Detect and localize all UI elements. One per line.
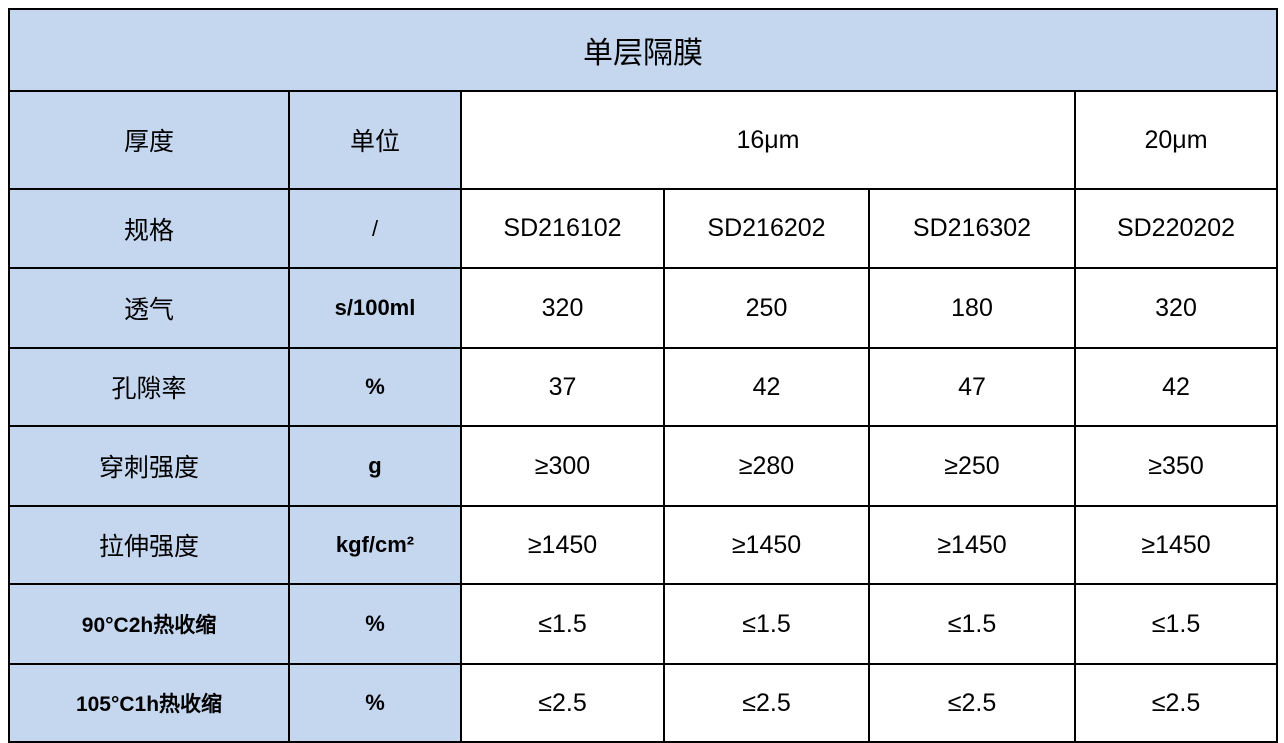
- thickness-group-16um: 16μm: [460, 90, 1076, 190]
- table-title-row: 单层隔膜: [7, 8, 1279, 92]
- cell-spec-c2: SD216202: [663, 188, 870, 269]
- row-label-shrinkage-90c-2h: 90°C2h热收缩: [8, 583, 290, 665]
- row-unit-porosity: %: [288, 347, 462, 427]
- row-unit-tensile-strength: kgf/cm²: [288, 505, 462, 585]
- cell-spec-c3: SD216302: [868, 188, 1076, 269]
- cell-puncture-strength-c2: ≥280: [663, 425, 870, 507]
- cell-shrinkage-105c-1h-c4: ≤2.5: [1073, 663, 1279, 743]
- row-unit-puncture-strength: g: [288, 425, 462, 507]
- cell-puncture-strength-c1: ≥300: [460, 425, 665, 507]
- cell-tensile-strength-c4: ≥1450: [1073, 505, 1279, 585]
- cell-shrinkage-90c-2h-c1: ≤1.5: [460, 583, 665, 665]
- cell-air-permeability-c4: 320: [1073, 267, 1279, 349]
- cell-tensile-strength-c3: ≥1450: [868, 505, 1076, 585]
- cell-tensile-strength-c1: ≥1450: [460, 505, 665, 585]
- cell-shrinkage-105c-1h-c3: ≤2.5: [868, 663, 1076, 743]
- row-unit-shrinkage-90c-2h: %: [288, 583, 462, 665]
- row-label-shrinkage-105c-1h: 105°C1h热收缩: [8, 663, 290, 743]
- cell-air-permeability-c1: 320: [460, 267, 665, 349]
- table-row: 规格 / SD216102 SD216202 SD216302 SD220202: [8, 188, 1279, 269]
- cell-porosity-c1: 37: [460, 347, 665, 427]
- cell-air-permeability-c3: 180: [868, 267, 1076, 349]
- cell-shrinkage-105c-1h-c2: ≤2.5: [663, 663, 870, 743]
- property-column-header: 厚度: [8, 90, 290, 190]
- cell-tensile-strength-c2: ≥1450: [663, 505, 870, 585]
- unit-column-header: 单位: [288, 90, 462, 190]
- cell-spec-c4: SD220202: [1073, 188, 1279, 269]
- cell-porosity-c4: 42: [1073, 347, 1279, 427]
- cell-spec-c1: SD216102: [460, 188, 665, 269]
- thickness-group-20um: 20μm: [1073, 90, 1279, 190]
- table-row: 90°C2h热收缩 % ≤1.5 ≤1.5 ≤1.5 ≤1.5: [8, 583, 1279, 665]
- table-row: 透气 s/100ml 320 250 180 320: [8, 267, 1279, 349]
- row-label-spec: 规格: [8, 188, 290, 269]
- row-label-air-permeability: 透气: [8, 267, 290, 349]
- cell-shrinkage-90c-2h-c2: ≤1.5: [663, 583, 870, 665]
- cell-shrinkage-105c-1h-c1: ≤2.5: [460, 663, 665, 743]
- cell-puncture-strength-c3: ≥250: [868, 425, 1076, 507]
- cell-shrinkage-90c-2h-c3: ≤1.5: [868, 583, 1076, 665]
- table-row: 孔隙率 % 37 42 47 42: [8, 347, 1279, 427]
- table-row: 105°C1h热收缩 % ≤2.5 ≤2.5 ≤2.5 ≤2.5: [8, 663, 1279, 743]
- cell-porosity-c2: 42: [663, 347, 870, 427]
- cell-shrinkage-90c-2h-c4: ≤1.5: [1073, 583, 1279, 665]
- cell-porosity-c3: 47: [868, 347, 1076, 427]
- row-label-puncture-strength: 穿刺强度: [8, 425, 290, 507]
- thickness-header-row: 厚度 单位 16μm 20μm: [8, 90, 1279, 190]
- separator-spec-table: 单层隔膜 厚度 单位 16μm 20μm 规格 / SD216102 SD216…: [7, 8, 1279, 743]
- row-unit-spec: /: [288, 188, 462, 269]
- row-label-tensile-strength: 拉伸强度: [8, 505, 290, 585]
- row-label-porosity: 孔隙率: [8, 347, 290, 427]
- table-row: 穿刺强度 g ≥300 ≥280 ≥250 ≥350: [8, 425, 1279, 507]
- row-unit-air-permeability: s/100ml: [288, 267, 462, 349]
- page-title: 单层隔膜: [7, 8, 1279, 92]
- cell-air-permeability-c2: 250: [663, 267, 870, 349]
- table-row: 拉伸强度 kgf/cm² ≥1450 ≥1450 ≥1450 ≥1450: [8, 505, 1279, 585]
- row-unit-shrinkage-105c-1h: %: [288, 663, 462, 743]
- cell-puncture-strength-c4: ≥350: [1073, 425, 1279, 507]
